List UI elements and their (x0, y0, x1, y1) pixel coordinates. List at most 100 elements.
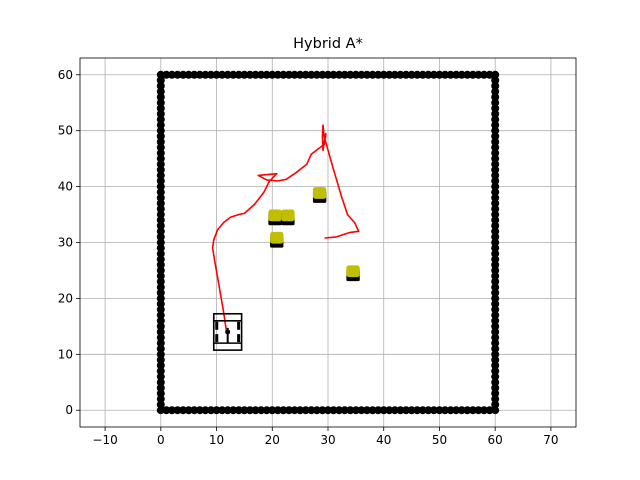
plot-area: −10 0 10 20 30 40 50 60 70 0 10 20 30 40 50 60 (58, 57, 577, 447)
boundary-point (190, 406, 199, 415)
boundary-point (156, 193, 165, 202)
boundary-point (491, 277, 500, 286)
obstacle (270, 231, 284, 244)
boundary-point (446, 406, 455, 415)
boundary-point (290, 70, 299, 79)
boundary-point (491, 221, 500, 230)
boundary-point (374, 70, 383, 79)
x-tick-label: 70 (543, 433, 558, 447)
boundary-point (491, 266, 500, 275)
boundary-point (179, 406, 188, 415)
y-tick-label: 20 (58, 291, 73, 305)
boundary-point (491, 160, 500, 169)
boundary-point (463, 70, 472, 79)
obstacle (312, 187, 327, 199)
boundary-point (240, 406, 249, 415)
boundary-point (156, 70, 165, 79)
boundary-point (156, 182, 165, 191)
boundary-point (491, 383, 500, 392)
boundary-point (324, 406, 332, 415)
x-tick-label: 40 (376, 433, 391, 447)
boundary-point (268, 406, 277, 415)
boundary-point (363, 70, 372, 79)
boundary-point (491, 126, 500, 135)
boundary-point (156, 355, 165, 364)
boundary-point (340, 70, 349, 79)
boundary-point (413, 406, 422, 415)
boundary-point (312, 406, 321, 415)
boundary-point (156, 283, 165, 292)
boundary-point (279, 406, 288, 415)
axes-frame (79, 57, 577, 428)
boundary-point (457, 406, 466, 415)
boundary-point (156, 232, 165, 241)
boundary-point (156, 344, 165, 353)
boundary-point (156, 115, 165, 124)
boundary-point (468, 406, 477, 415)
boundary-point (491, 188, 500, 197)
boundary-point (429, 70, 438, 79)
boundary-point (301, 70, 310, 79)
boundary-point (156, 137, 165, 146)
boundary-point (234, 406, 243, 415)
boundary-point (156, 367, 165, 376)
boundary-point (156, 350, 165, 359)
boundary-point (491, 406, 500, 415)
y-tick-label: 0 (65, 403, 73, 417)
boundary-point (491, 227, 500, 236)
boundary-point (402, 70, 411, 79)
boundary-point (474, 70, 483, 79)
boundary-point (329, 70, 338, 79)
boundary-point (491, 137, 500, 146)
boundary-point (223, 406, 232, 415)
boundary-point (335, 70, 344, 79)
boundary-point (491, 260, 500, 269)
boundary-point (156, 333, 165, 342)
boundary-point (491, 210, 500, 219)
boundary-point (491, 171, 500, 180)
boundary-point (257, 70, 266, 79)
boundary-point (452, 70, 461, 79)
boundary-point (212, 406, 221, 415)
boundary-point (374, 406, 383, 415)
boundary-point (491, 199, 500, 208)
x-tick-label: 30 (320, 433, 335, 447)
boundary-point (167, 406, 176, 415)
y-tick-label: 30 (58, 236, 73, 250)
vehicle-center (225, 329, 231, 335)
boundary-point (257, 406, 266, 415)
boundary-point (418, 406, 427, 415)
boundary-point (156, 327, 165, 336)
y-tick-label: 50 (58, 124, 73, 138)
boundary-point (156, 305, 165, 314)
vehicle-wheel (237, 321, 241, 330)
boundary-point (156, 288, 165, 297)
boundary-point (385, 70, 394, 79)
boundary-point (156, 260, 165, 269)
boundary-point (229, 70, 238, 79)
boundary-point (491, 283, 500, 292)
boundary-point (173, 406, 182, 415)
boundary-point (190, 70, 199, 79)
boundary-point (156, 383, 165, 392)
x-tick-label: 10 (209, 433, 224, 447)
boundary-point (251, 406, 260, 415)
boundary-point (251, 70, 260, 79)
boundary-point (179, 70, 188, 79)
boundary-point (491, 333, 500, 342)
boundary-point (156, 372, 165, 381)
boundary-point (156, 272, 165, 281)
boundary-point (346, 406, 355, 415)
boundary-point (491, 339, 500, 348)
boundary-point (156, 109, 165, 118)
boundary-point (156, 255, 165, 264)
boundary-point (357, 406, 366, 415)
boundary-point (491, 355, 500, 364)
boundary-point (468, 70, 477, 79)
boundary-point (268, 70, 277, 79)
y-tick-label: 60 (58, 68, 73, 82)
boundary-point (162, 70, 171, 79)
boundary-point (156, 389, 165, 398)
boundary-point (156, 160, 165, 169)
